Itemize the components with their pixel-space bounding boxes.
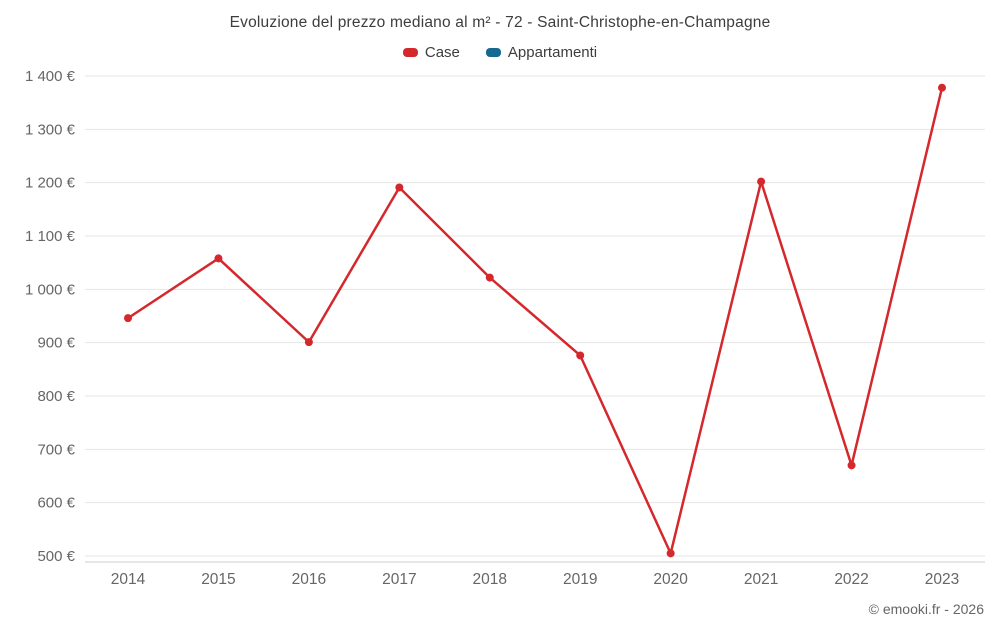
x-axis-tick-label: 2020	[653, 571, 688, 588]
case-data-point	[304, 338, 313, 347]
y-axis-tick-label: 1 300 €	[25, 121, 76, 138]
legend-item-case[interactable]: Case	[402, 44, 460, 61]
appartamenti-series-marker-icon	[485, 48, 501, 57]
y-axis-tick-label: 1 100 €	[25, 228, 76, 245]
x-axis-tick-label: 2017	[382, 571, 416, 588]
y-axis-tick-label: 1 400 €	[25, 68, 76, 85]
y-axis-tick-label: 800 €	[37, 388, 75, 405]
y-axis-tick-label: 500 €	[37, 548, 75, 565]
case-data-point	[214, 254, 223, 263]
x-axis-tick-label: 2016	[292, 571, 326, 588]
case-series-marker-icon	[402, 48, 418, 57]
x-axis-tick-label: 2014	[111, 571, 146, 588]
x-axis-tick-label: 2022	[834, 571, 868, 588]
x-axis-tick-label: 2015	[201, 571, 235, 588]
case-data-point	[757, 177, 766, 186]
case-data-point	[485, 273, 494, 282]
case-series-line	[127, 87, 944, 555]
y-axis-tick-label: 600 €	[37, 495, 75, 512]
x-axis-tick-label: 2021	[744, 571, 778, 588]
case-data-point	[395, 183, 404, 192]
legend-label-appartamenti: Appartamenti	[507, 44, 598, 61]
x-axis-tick-label: 2018	[473, 571, 507, 588]
legend-item-appartamenti[interactable]: Appartamenti	[485, 44, 598, 61]
x-axis-tick-label: 2023	[925, 571, 959, 588]
case-data-point	[124, 314, 132, 323]
case-data-point	[847, 461, 856, 470]
case-data-point	[938, 83, 946, 92]
x-axis-tick-label: 2019	[563, 571, 597, 588]
y-axis-tick-label: 700 €	[37, 441, 75, 458]
y-axis-tick-label: 1 000 €	[25, 281, 76, 298]
y-axis-tick-label: 900 €	[37, 335, 75, 352]
copyright-credit: © emooki.fr - 2026	[868, 601, 984, 617]
case-data-point	[576, 351, 585, 360]
chart-legend: Case Appartamenti	[0, 44, 1000, 61]
legend-label-case: Case	[424, 44, 460, 61]
y-axis-tick-label: 1 200 €	[25, 175, 76, 192]
chart-title: Evoluzione del prezzo mediano al m² - 72…	[229, 14, 771, 31]
case-data-point	[666, 549, 675, 558]
